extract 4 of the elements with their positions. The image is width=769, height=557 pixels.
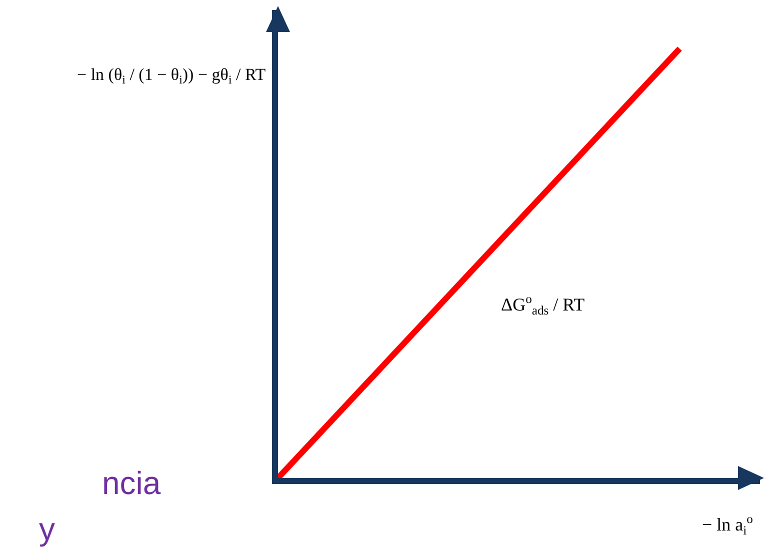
- annotation: ΔG$^{o}$$_{ads}$ / RT: [501, 292, 585, 318]
- y-axis-title: − ln (θ$_{i}$ / (1 − θ$_{i}$)) − gθ$_{i}$ / RT: [77, 65, 266, 87]
- text: ncia: [102, 465, 161, 501]
- text: y: [39, 511, 55, 547]
